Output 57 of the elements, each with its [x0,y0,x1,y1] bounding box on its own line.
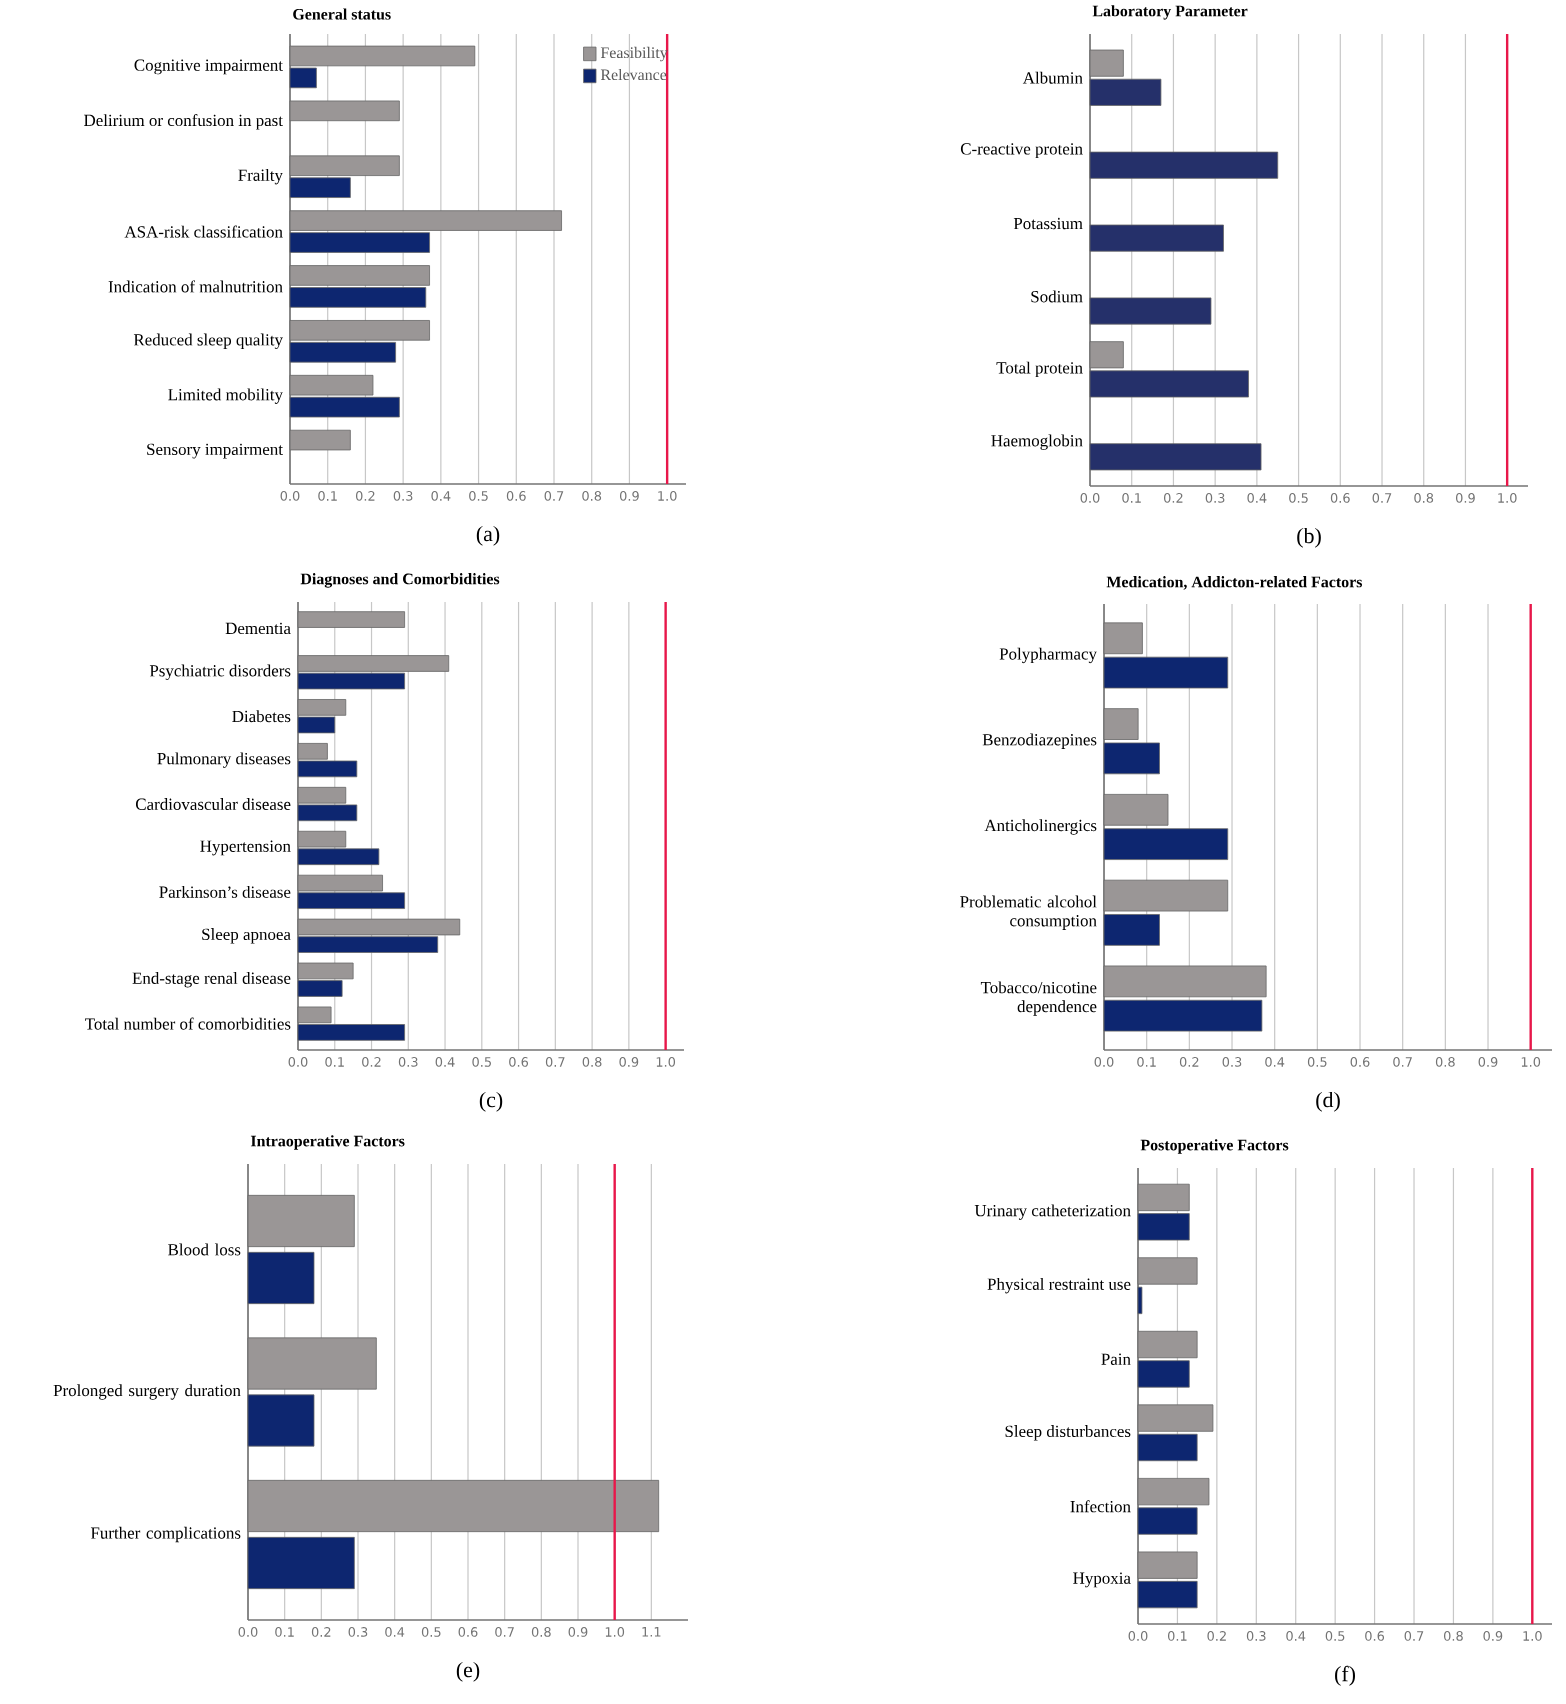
bar [247,1536,355,1590]
y-tick-label: Physical restraint use [987,1277,1131,1294]
y-tick-label: C-reactive protein [960,143,1083,159]
y-tick-label: ASA-risk classification [124,225,283,238]
bar [247,1194,355,1248]
y-tick-label: Tobacco/nicotine dependence [980,981,1097,1016]
bar [289,429,351,451]
text: (d) [1316,1091,1340,1112]
y-tick-label: Problematic alcohol consumption [960,895,1097,930]
y-tick-label: Sensory impairment [147,443,283,459]
y-tick-label: Cardiovascular disease [135,798,291,810]
bar [297,611,406,628]
y-tick-label: Urinary catheterization [974,1204,1131,1220]
y-tick-label: Albumin [1022,71,1083,84]
bar [1089,443,1262,471]
y-tick-label: Dementia [225,622,291,635]
bar [247,1479,660,1533]
y-tick-label: Anticholinergics [984,819,1097,835]
y-tick-label: Infection [1070,1500,1131,1513]
y-tick-label: Benzodiazepines [982,733,1097,749]
y-tick-label: Total protein [996,361,1083,378]
bar [247,1251,315,1305]
y-tick-label: Frailty [238,168,283,185]
y-tick-label: Reduced sleep quality [133,333,283,350]
y-tick-label: Potassium [1013,217,1083,230]
y-tick-label: Sleep apnoea [202,928,291,944]
y-tick-label: Further complications [90,1526,241,1543]
bar [247,1337,377,1390]
y-tick-label: Limited mobility [168,388,283,404]
y-tick-label: Blood loss [168,1243,241,1256]
y-tick-label: Total number of comorbidities [85,1017,291,1030]
y-tick-label: Haemoglobin [991,434,1083,450]
y-tick-label: Polypharmacy [999,647,1097,664]
y-tick-label: Pain [1101,1353,1131,1365]
y-tick-label: Pulmonary diseases [157,752,291,768]
text: (a) [476,525,500,546]
bar [247,1394,315,1447]
bar [289,100,400,122]
y-tick-label: Indication of malnutrition [108,280,283,293]
y-tick-label: Sodium [1031,290,1083,303]
y-tick-label: Sleep disturbances [1005,1425,1131,1441]
bar [1089,151,1279,179]
bar [1089,224,1224,252]
y-tick-label: Psychiatric disorders [149,664,291,680]
y-tick-label: Delirium or confusion in past [84,114,283,130]
bar [1089,297,1212,325]
text: (b) [1297,527,1321,548]
y-tick-label: Hypertension [200,840,291,856]
y-tick-label: Cognitive impairment [134,59,283,75]
y-tick-label: Prolonged surgery duration [53,1384,241,1400]
text: (f) [1335,1665,1356,1686]
y-tick-label: End-stage renal disease [132,972,291,988]
y-tick-label: Parkinson’s disease [159,885,291,898]
text: (e) [456,1661,480,1682]
text: (c) [479,1091,503,1112]
y-tick-label: Diabetes [232,710,291,723]
y-tick-label: Hypoxia [1073,1572,1131,1588]
